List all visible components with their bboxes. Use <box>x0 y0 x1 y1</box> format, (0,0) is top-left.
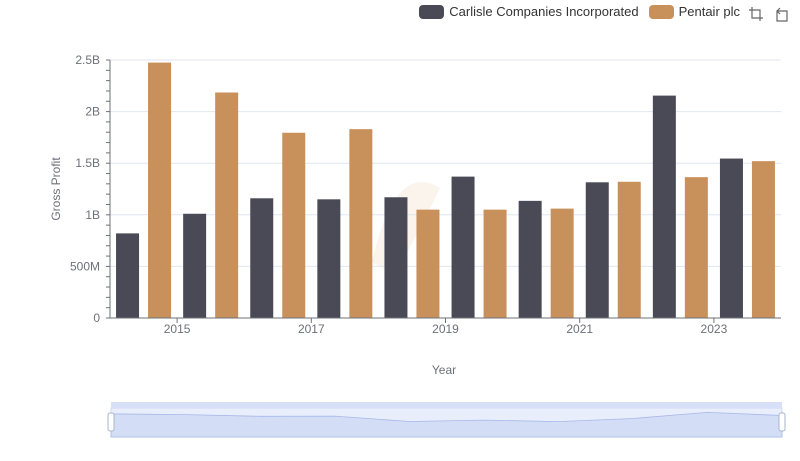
x-axis-title: Year <box>432 363 456 377</box>
legend-item-carlisle[interactable]: Carlisle Companies Incorporated <box>419 4 639 19</box>
bar-pentair-2022[interactable] <box>684 177 708 318</box>
chart-toolbox <box>748 6 790 22</box>
x-tick-label: 2017 <box>298 322 325 336</box>
y-tick-label: 1B <box>85 208 100 222</box>
bar-carlisle-2016[interactable] <box>250 198 274 318</box>
bar-carlisle-2018[interactable] <box>384 197 408 318</box>
legend-label-pentair: Pentair plc <box>678 4 740 19</box>
bar-carlisle-2019[interactable] <box>451 176 475 318</box>
zoom-reset-icon[interactable] <box>774 6 790 22</box>
zoom-select-icon[interactable] <box>748 6 764 22</box>
y-tick-label: 2.5B <box>75 53 100 67</box>
slider-handle-right[interactable] <box>778 412 786 432</box>
x-tick-label: 2023 <box>701 322 728 336</box>
bar-pentair-2017[interactable] <box>349 129 373 318</box>
chart-legend: Carlisle Companies Incorporated Pentair … <box>419 4 740 19</box>
y-tick-label: 500M <box>70 259 100 273</box>
y-tick-label: 2B <box>85 105 100 119</box>
bar-carlisle-2015[interactable] <box>183 213 207 318</box>
y-tick-label: 0 <box>93 311 100 325</box>
bar-carlisle-2023[interactable] <box>719 158 743 318</box>
grid-lines <box>110 59 781 267</box>
bar-pentair-2021[interactable] <box>617 181 641 318</box>
y-axis-title: Gross Profit <box>49 157 63 221</box>
bar-pentair-2015[interactable] <box>215 92 239 319</box>
bar-pentair-2020[interactable] <box>550 208 574 318</box>
slider-top-bar[interactable] <box>111 402 782 408</box>
x-tick-label: 2021 <box>566 322 593 336</box>
bar-carlisle-2021[interactable] <box>585 182 609 318</box>
datazoom-slider[interactable] <box>107 402 786 438</box>
bar-pentair-2023[interactable] <box>751 161 775 318</box>
bar-pentair-2016[interactable] <box>282 132 306 318</box>
legend-swatch-carlisle <box>419 4 445 19</box>
legend-swatch-pentair <box>648 4 674 19</box>
bar-carlisle-2017[interactable] <box>317 199 341 318</box>
bars <box>116 62 775 319</box>
x-tick-label: 2019 <box>432 322 459 336</box>
bar-pentair-2019[interactable] <box>483 209 507 318</box>
axes: 0 500M 1B 1.5B 2B 2.5B 2015 2017 2019 2021 2023 <box>70 53 781 336</box>
bar-pentair-2018[interactable] <box>416 209 440 318</box>
legend-label-carlisle: Carlisle Companies Incorporated <box>449 4 639 19</box>
y-tick-label: 1.5B <box>75 156 100 170</box>
x-tick-label: 2015 <box>164 322 191 336</box>
bar-carlisle-2020[interactable] <box>518 200 542 318</box>
slider-handle-left[interactable] <box>107 412 115 432</box>
bar-carlisle-2022[interactable] <box>652 95 676 318</box>
legend-item-pentair[interactable]: Pentair plc <box>648 4 740 19</box>
bar-carlisle-2014[interactable] <box>116 233 140 318</box>
bar-pentair-2014[interactable] <box>148 62 172 318</box>
